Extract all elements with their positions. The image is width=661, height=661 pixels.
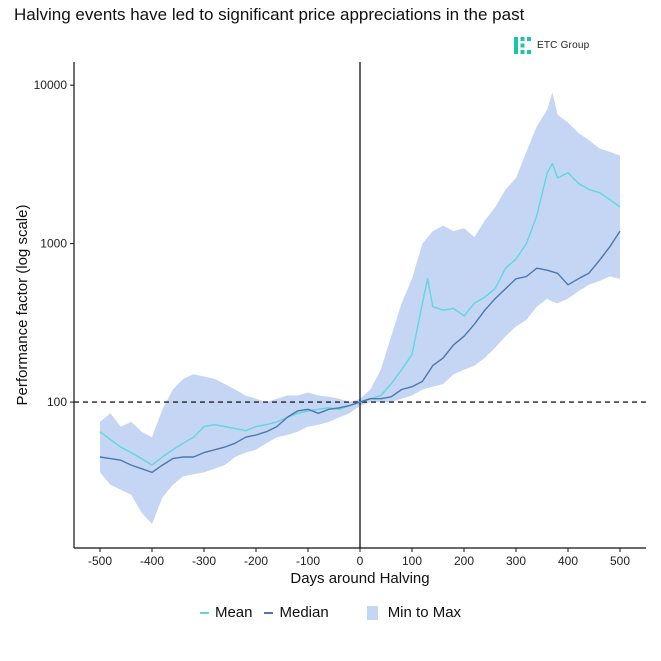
legend: Mean Median Min to Max bbox=[0, 604, 661, 621]
chart-title: Halving events have led to significant p… bbox=[14, 5, 525, 24]
x-tick-label: -200 bbox=[244, 554, 268, 568]
y-tick-label: 1000 bbox=[40, 237, 67, 251]
x-tick-label: 400 bbox=[558, 554, 578, 568]
x-axis-title: Days around Halving bbox=[290, 570, 429, 587]
legend-min-max-label: Min to Max bbox=[387, 604, 462, 621]
legend-item-median: Median bbox=[264, 604, 329, 621]
legend-min-max-swatch bbox=[366, 605, 378, 620]
y-tick-label: 10000 bbox=[34, 78, 68, 92]
x-tick-label: 0 bbox=[357, 554, 364, 568]
x-tick-label: 300 bbox=[506, 554, 526, 568]
etc-group-logo-icon bbox=[514, 37, 531, 54]
legend-item-min-max: Min to Max bbox=[366, 604, 462, 621]
legend-mean-label: Mean bbox=[214, 604, 253, 621]
x-tick-label: 500 bbox=[610, 554, 630, 568]
median-line bbox=[99, 230, 621, 474]
x-tick-label: 200 bbox=[454, 554, 474, 568]
x-ticks: -500 -400 -300 -200 -100 0 100 200 300 400 500 bbox=[88, 548, 630, 568]
x-tick-label: -500 bbox=[88, 554, 112, 568]
legend-mean-swatch bbox=[199, 611, 209, 614]
y-tick-label: 100 bbox=[47, 395, 67, 409]
min-max-band bbox=[100, 92, 620, 525]
x-tick-label: -100 bbox=[296, 554, 320, 568]
etc-group-logo-text: ETC Group bbox=[537, 40, 590, 51]
etc-group-logo: ETC Group bbox=[514, 37, 589, 54]
x-tick-label: -400 bbox=[140, 554, 164, 568]
chart-svg: -500 -400 -300 -200 -100 0 100 200 300 400 500 100… bbox=[14, 62, 646, 587]
y-axis-title: Performance factor (log scale) bbox=[14, 205, 31, 406]
legend-median-swatch bbox=[264, 611, 274, 614]
y-ticks: 100 1000 10000 bbox=[34, 78, 74, 409]
legend-item-mean: Mean bbox=[199, 604, 253, 621]
legend-median-label: Median bbox=[279, 604, 329, 621]
x-tick-label: -300 bbox=[192, 554, 216, 568]
x-tick-label: 100 bbox=[402, 554, 422, 568]
